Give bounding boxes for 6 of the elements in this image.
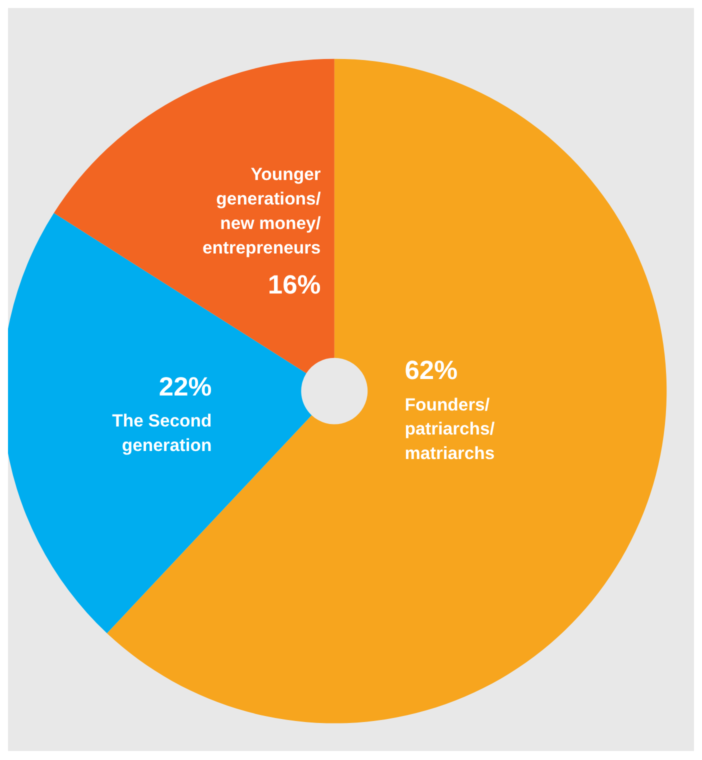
slice-label: Younger generations/ new money/ entrepreneurs	[202, 164, 321, 258]
data-label: 16%	[268, 269, 321, 300]
data-label: 22%	[158, 371, 212, 402]
data-label: 62%	[404, 355, 458, 386]
slice-label: The Second generation	[112, 410, 212, 456]
slice-label: Founders/ patriarchs/ matriarchs	[404, 394, 495, 464]
